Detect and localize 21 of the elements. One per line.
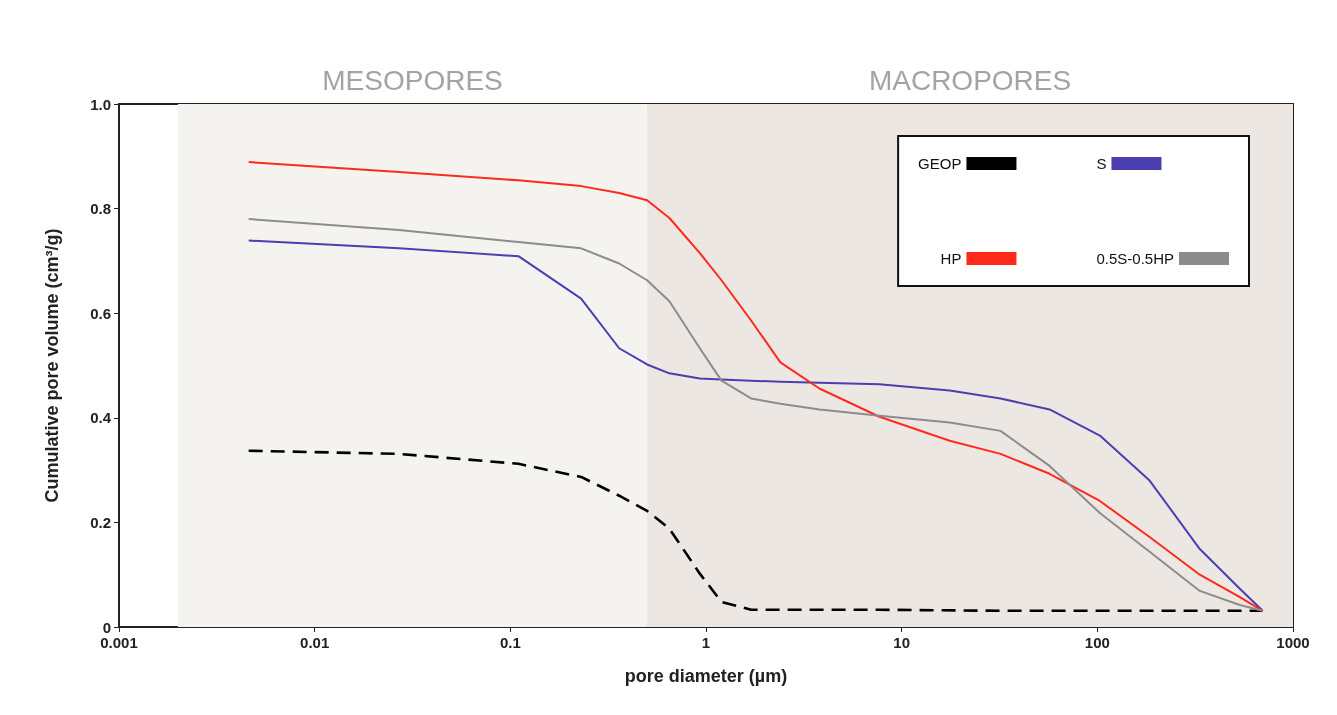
- y-tick-label: 1.0: [90, 95, 111, 113]
- legend-label: 0.5S-0.5HP: [1096, 250, 1174, 267]
- y-tick-label: 0.6: [90, 304, 111, 322]
- y-axis-title: Cumulative pore volume (cm³/g): [42, 228, 62, 503]
- x-tick-label: 1: [701, 634, 711, 651]
- legend-label: GEOP: [918, 155, 962, 172]
- band-label: MACROPORES: [868, 64, 1072, 96]
- y-tick-label: 0.4: [90, 409, 112, 427]
- legend-label: S: [1096, 155, 1107, 172]
- x-tick-label: 0.1: [499, 634, 521, 651]
- y-tick-label: 0: [102, 618, 111, 636]
- legend-label: HP: [940, 250, 962, 267]
- y-tick-label: 0.8: [90, 200, 111, 218]
- band-label: MESOPORES: [322, 64, 503, 96]
- y-tick-label: 0.2: [90, 513, 111, 531]
- x-tick-label: 100: [1084, 634, 1110, 651]
- x-tick-label: 0.01: [300, 634, 330, 651]
- x-tick-label: 10: [893, 634, 911, 651]
- x-axis-title: pore diameter (µm): [624, 666, 788, 686]
- x-tick-label: 0.001: [100, 634, 138, 651]
- x-tick-label: 1000: [1276, 634, 1310, 651]
